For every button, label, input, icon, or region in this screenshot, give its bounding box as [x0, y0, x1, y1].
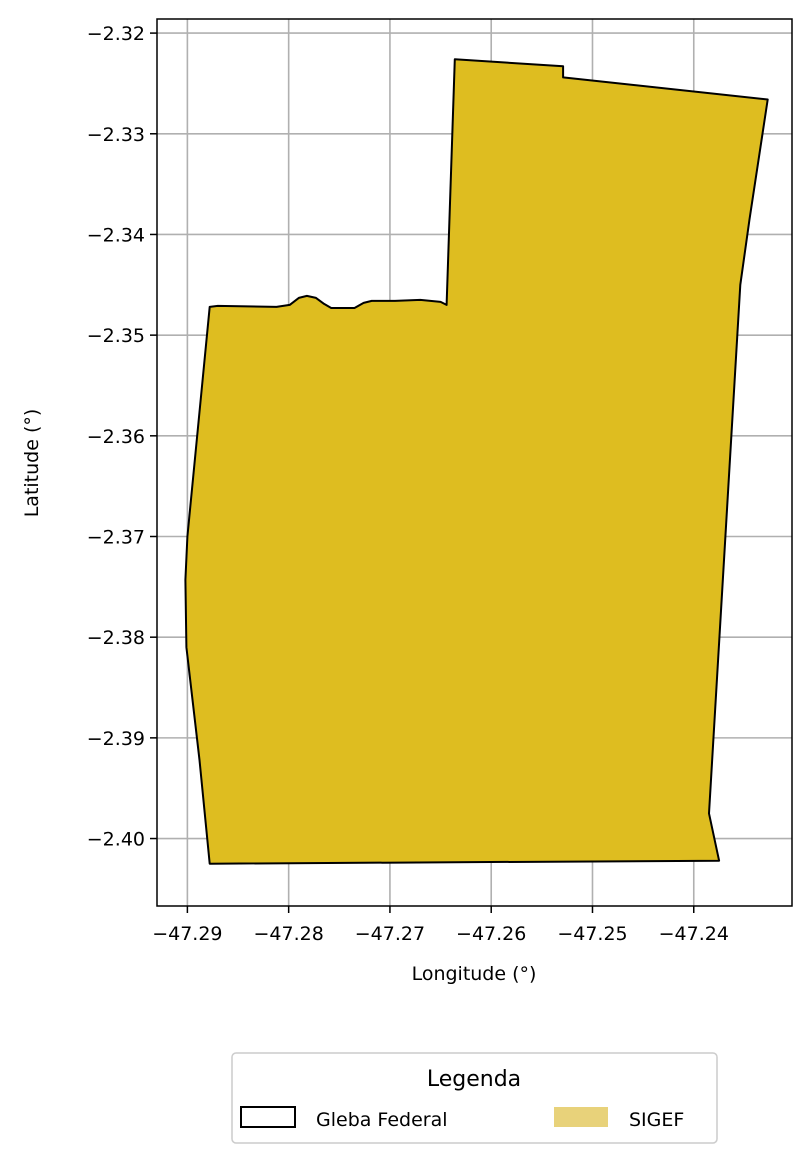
plot-frame	[156, 18, 793, 907]
x-tick-label: −47.24	[659, 923, 729, 945]
y-tick-label: −2.40	[87, 829, 145, 851]
axis-ticks: −47.29 −47.28 −47.27 −47.26 −47.25 −47.24 −2.3…	[87, 23, 729, 945]
sigef-polygon-layer	[184, 58, 769, 865]
y-axis-label: Latitude (°)	[21, 409, 43, 518]
y-tick-label: −2.34	[87, 224, 145, 246]
y-tick-label: −2.36	[87, 426, 145, 448]
y-tick-label: −2.32	[87, 23, 145, 45]
y-tick-label: −2.35	[87, 325, 145, 347]
y-tick-label: −2.33	[87, 124, 145, 146]
x-tick-label: −47.26	[456, 923, 526, 945]
y-tick-label: −2.39	[87, 728, 145, 750]
legend-title: Legenda	[427, 1067, 521, 1092]
x-tick-label: −47.28	[253, 923, 323, 945]
sigef-polygon	[184, 58, 769, 865]
legend: Legenda Gleba Federal SIGEF	[231, 1052, 718, 1144]
y-tick-label: −2.37	[87, 527, 145, 549]
legend-swatch-gleba-federal	[240, 1106, 296, 1128]
x-tick-label: −47.25	[557, 923, 627, 945]
legend-swatch-sigef	[554, 1107, 608, 1127]
y-tick-label: −2.38	[87, 627, 145, 649]
legend-label-sigef: SIGEF	[629, 1109, 684, 1131]
x-tick-label: −47.27	[355, 923, 425, 945]
x-tick-label: −47.29	[152, 923, 222, 945]
legend-label-gleba-federal: Gleba Federal	[316, 1109, 448, 1131]
x-axis-label: Longitude (°)	[412, 963, 537, 985]
